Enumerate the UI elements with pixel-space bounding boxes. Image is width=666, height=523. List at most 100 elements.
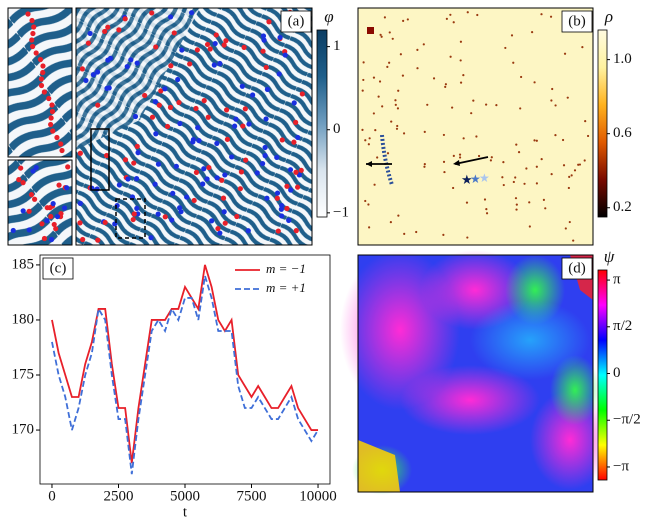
x-tick-label: 2500 <box>103 488 133 504</box>
defect-dot <box>108 56 113 61</box>
defect-dot <box>29 18 34 23</box>
defect-dot <box>40 63 45 68</box>
defect-dot <box>31 24 36 29</box>
panel-label: (d) <box>568 260 586 276</box>
defect-dot <box>78 151 83 156</box>
density-dip <box>364 139 366 141</box>
density-dip <box>587 135 589 137</box>
density-dip <box>486 212 488 214</box>
colorbar-tick-label: 0 <box>613 365 621 381</box>
defect-dot <box>116 27 121 32</box>
density-dip <box>568 187 570 189</box>
density-dip <box>544 207 546 209</box>
defect-dot <box>42 236 47 241</box>
density-dip <box>572 239 574 241</box>
defect-dot <box>123 16 128 21</box>
defect-dot <box>86 41 91 46</box>
defect-dot <box>212 62 217 67</box>
defect-dot <box>134 176 139 181</box>
density-dip <box>460 82 462 84</box>
density-dip <box>514 176 516 178</box>
defect-dot <box>153 131 158 136</box>
density-dip <box>462 74 464 76</box>
density-dip <box>511 34 513 36</box>
colorbar <box>598 30 607 217</box>
defect-dot <box>240 123 245 128</box>
density-dip <box>543 199 545 201</box>
density-dip <box>550 99 552 101</box>
defect-dot <box>250 92 255 97</box>
defect-dot <box>48 214 53 219</box>
density-dip <box>403 233 405 235</box>
density-dip <box>387 152 389 154</box>
density-dip <box>571 174 573 176</box>
defect-dot <box>239 169 244 174</box>
defect-dot <box>194 170 199 175</box>
density-dip <box>459 156 461 158</box>
defect-dot <box>131 160 136 165</box>
defect-dot <box>46 96 51 101</box>
defect-dot <box>214 32 219 37</box>
defect-dot <box>288 167 293 172</box>
defect-dot <box>125 176 130 181</box>
density-dip <box>501 176 503 178</box>
defect-dot <box>241 45 246 50</box>
density-dip <box>466 202 468 204</box>
defect-dot <box>39 83 44 88</box>
density-dip <box>584 120 586 122</box>
density-dip <box>565 227 567 229</box>
defect-dot <box>58 141 63 146</box>
defect-dot <box>193 106 198 111</box>
density-dip <box>379 80 381 82</box>
defect-dot <box>170 191 175 196</box>
x-tick-label: 5000 <box>170 488 200 504</box>
y-tick-label: 185 <box>12 256 35 272</box>
defect-dot <box>134 206 139 211</box>
density-dip <box>541 158 543 160</box>
defect-dot <box>157 103 162 108</box>
defect-dot <box>191 137 196 142</box>
density-dip <box>395 104 397 106</box>
defect-dot <box>294 228 299 233</box>
defect-dot <box>128 57 133 62</box>
defect-dot <box>284 184 289 189</box>
defect-dot <box>49 237 54 242</box>
density-dip <box>536 166 538 168</box>
density-dip <box>400 53 402 55</box>
defect-dot <box>206 165 211 170</box>
defect-dot <box>214 141 219 146</box>
defect-dot <box>77 220 82 225</box>
defect-dot <box>165 124 170 129</box>
defect-dot <box>123 157 128 162</box>
density-dip <box>368 226 370 228</box>
density-dip <box>463 137 465 139</box>
defect-dot <box>49 115 54 120</box>
density-dip <box>423 43 425 45</box>
defect-dot <box>295 185 300 190</box>
defect-dot <box>95 186 100 191</box>
defect-dot <box>48 122 53 127</box>
defect-dot <box>217 61 222 66</box>
defect-dot <box>234 214 239 219</box>
defect-dot <box>206 115 211 120</box>
defect-dot <box>135 150 140 155</box>
density-dip <box>368 143 370 145</box>
density-image: ★ ★ ★ <box>358 8 593 245</box>
defect-dot <box>292 100 297 105</box>
density-dip <box>551 88 553 90</box>
defect-dot <box>80 66 85 71</box>
defect-dot <box>156 212 161 217</box>
defect-dot <box>276 228 281 233</box>
density-dip <box>550 16 552 18</box>
defect-dot <box>148 235 153 240</box>
defect-dot <box>222 172 227 177</box>
defect-dot <box>240 84 245 89</box>
colorbar-tick-label: π <box>613 272 621 288</box>
defect-dot <box>132 211 137 216</box>
density-dip <box>452 187 454 189</box>
density-dip <box>373 112 375 114</box>
density-dip <box>381 105 383 107</box>
density-dip <box>485 103 487 105</box>
defect-dot <box>279 207 284 212</box>
defect-dot <box>20 180 25 185</box>
